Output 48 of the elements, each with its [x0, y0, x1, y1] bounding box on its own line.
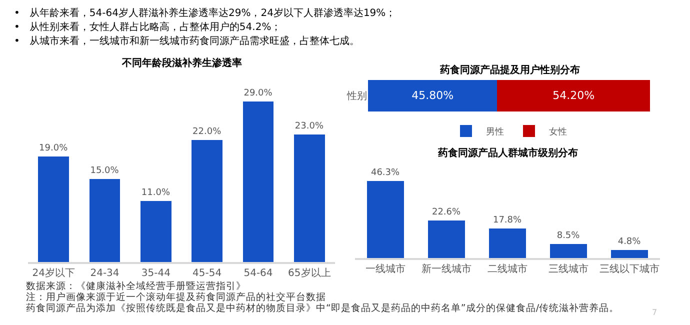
text: 药食同源产品为添加《按照传统既是食品又是中药材的物质目录》中“即是食品又是药品的中药名单”成分的保健食品/传统滋补营养品。 [26, 302, 620, 314]
x-tick-label: 三线城市 [548, 262, 588, 275]
chart-title: 药食同源产品人群城市级别分布 [437, 147, 578, 159]
text: 7 [652, 308, 658, 317]
bar [242, 101, 274, 262]
data-label: 45.80% [412, 89, 454, 102]
legend-label: 男性 [486, 126, 504, 138]
bar [611, 250, 648, 258]
x-tick-label: 一线城市 [366, 262, 406, 275]
x-tick-label: 新一线城市 [422, 262, 472, 275]
bar [367, 181, 404, 258]
data-label: 17.8% [492, 215, 522, 226]
bar [89, 178, 120, 262]
x-tick-label: 54-64 [244, 268, 273, 279]
x-tick-label: 二线城市 [488, 262, 528, 275]
data-label: 54.20% [552, 89, 595, 102]
text: 注：用户画像来源于近一个滚动年提及药食同源产品的社交平台数据 [26, 291, 326, 303]
data-label: 19.0% [39, 144, 68, 154]
data-label: 15.0% [90, 166, 120, 176]
x-tick-label: 45-54 [192, 268, 222, 279]
bar [192, 140, 222, 262]
bar [38, 156, 69, 262]
x-tick-label: 35-44 [141, 268, 170, 279]
data-label: 8.5% [556, 230, 580, 241]
x-tick-label: 65岁以上 [288, 266, 331, 279]
data-label: 23.0% [294, 122, 324, 132]
data-label: 22.0% [192, 127, 222, 138]
bar [428, 220, 465, 258]
chart-title: 药食同源产品提及用户性别分布 [439, 64, 580, 76]
text: • 从性别来看，女性人群占比略高，占整体用户的54.2%； [14, 21, 282, 33]
legend-label: 女性 [549, 126, 567, 138]
source-note: 数据来源：《健康滋补全域经营手册暨运营指引》 [26, 280, 246, 292]
bar [550, 244, 587, 258]
x-tick-label: 三线以下城市 [600, 262, 660, 275]
data-label: 11.0% [141, 188, 170, 198]
x-tick-label: 24岁以下 [32, 266, 75, 279]
chart-title: 不同年龄段滋补养生渗透率 [121, 57, 242, 69]
y-tick-label: 性别 [346, 90, 367, 102]
data-label: 4.8% [618, 237, 642, 248]
text: • 从城市来看，一线城市和新一线城市药食同源产品需求旺盛，占整体七成。 [14, 35, 360, 47]
bar [294, 134, 325, 262]
bar [489, 228, 526, 258]
bar [140, 201, 172, 262]
data-label: 46.3% [370, 168, 400, 178]
text: • 从年龄来看，54-64岁人群滋补养生渗透率达29%，24岁以下人群渗透率达19%； [14, 7, 396, 19]
data-label: 22.6% [432, 208, 462, 218]
x-tick-label: 24-34 [90, 268, 120, 279]
data-label: 29.0% [244, 88, 273, 98]
